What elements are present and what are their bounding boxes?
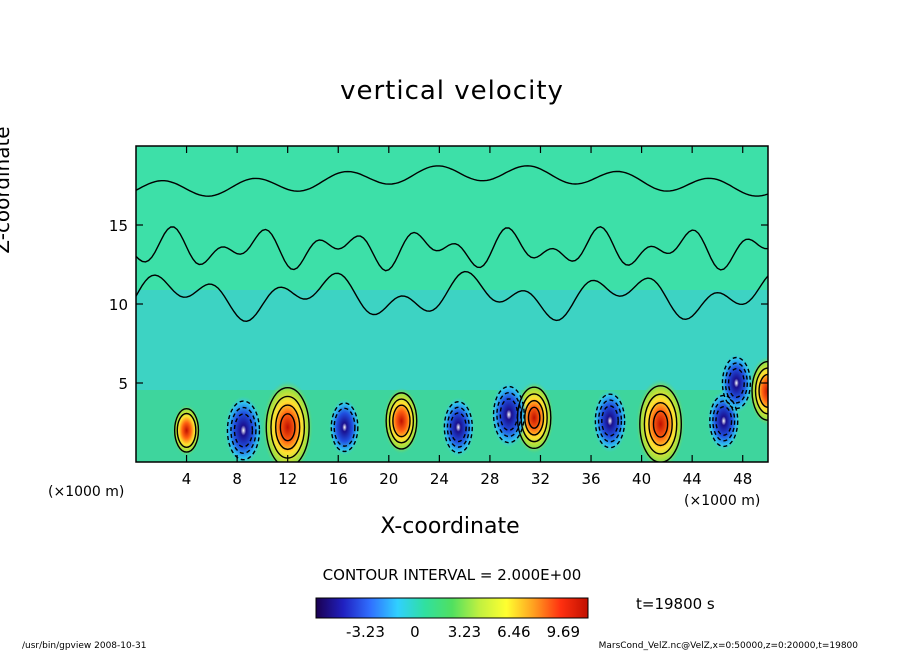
velocity-cells [172,353,768,462]
zero-contour-line [136,165,768,197]
x-tick-label: 24 [430,470,449,488]
downdraft-cell-contour [233,413,254,448]
colorbar-tick-label: 9.69 [547,623,580,641]
y-axis: 5 10 15 [109,217,768,393]
colorbar [315,597,589,619]
downdraft-cell-contour [721,356,752,410]
downdraft-cell-contour [499,398,519,432]
updraft-cell-contour [648,401,673,447]
y-tick-label: 15 [109,217,128,235]
colorbar-tick-label: 3.23 [448,623,481,641]
downdraft-cell-contour [601,405,619,437]
x-tick-label: 44 [683,470,702,488]
x-unit-left: (×1000 m) [48,484,124,500]
updraft-cell [636,379,685,462]
downdraft-cell-contour [230,406,257,454]
downdraft-cell [490,381,527,448]
downdraft-cell [592,389,628,453]
x-tick-label: 4 [182,470,192,488]
x-tick-label: 12 [278,470,297,488]
downdraft-cell-contour [715,405,733,436]
footer-right: MarsCond_VelZ.nc@VelZ,x=0:50000,z=0:2000… [598,641,858,651]
y-tick-label: 10 [109,296,128,314]
x-tick-label: 28 [480,470,499,488]
x-axis: 4 8 12 16 20 24 28 32 36 40 44 48 [182,146,752,488]
x-axis-label: X-coordinate [380,514,520,539]
downdraft-cell-contour [727,368,745,398]
downdraft-cell-contour [594,393,626,449]
downdraft-cell-contour [724,362,748,404]
x-tick-label: 16 [329,470,348,488]
downdraft-cell-contour [330,402,359,453]
updraft-cell-contour [385,392,418,450]
x-tick-label: 20 [379,470,398,488]
updraft-cell [383,387,420,454]
downdraft-cell-contour [446,406,470,448]
x-tick-label: 32 [531,470,550,488]
downdraft-cell-contour [443,401,473,454]
footer-left: /usr/bin/gpview 2008-10-31 [22,641,147,651]
downdraft-cell-contour [597,399,623,443]
x-tick-label: 40 [632,470,651,488]
updraft-cell-contour [279,413,296,442]
zero-contour-line [136,270,768,323]
updraft-cell-contour [524,399,545,436]
x-unit-right: (×1000 m) [684,493,760,509]
downdraft-cell-contour [226,400,261,461]
colorbar-ticks: -3.23 0 3.23 6.46 9.69 [346,623,580,641]
updraft-cell-contour [643,393,678,455]
updraft-cell-contour [639,385,682,462]
downdraft-cell [328,398,361,456]
downdraft-cell-contour [492,385,525,444]
updraft-cell-contour [652,410,669,438]
colorbar-tick-label: -3.23 [346,623,385,641]
chart-title: vertical velocity [340,76,564,106]
colorbar-tick-label: 6.46 [497,623,530,641]
updraft-cell-contour [388,398,415,444]
updraft-cell [172,404,201,456]
updraft-cell-contour [176,412,197,449]
downdraft-cell [441,397,475,458]
y-tick-label: 5 [118,375,128,393]
updraft-cell-contour [173,408,200,453]
downdraft-cell-contour [449,412,467,443]
updraft-cell [262,380,313,462]
colorbar-tick-label: 0 [410,623,420,641]
contour-lines [136,165,768,462]
updraft-cell-contour [274,404,301,451]
plot-area [136,146,768,462]
updraft-cell-contour [392,404,411,438]
updraft-cell-contour [265,387,310,462]
downdraft-cell-contour [496,392,522,438]
downdraft-cell-contour [333,407,356,447]
x-tick-label: 48 [733,470,752,488]
x-tick-label: 36 [581,470,600,488]
contour-interval: CONTOUR INTERVAL = 2.000E+00 [322,566,582,584]
y-axis-label: Z-coordinate [0,126,14,254]
x-tick-label: 8 [232,470,242,488]
time-label: t=19800 s [636,595,715,613]
downdraft-cell-contour [712,400,736,442]
downdraft-cell [720,353,753,413]
zero-contour-line [136,226,768,272]
updraft-cell-contour [758,373,768,409]
updraft-cell-contour [527,406,541,429]
updraft-cell-contour [751,360,768,421]
